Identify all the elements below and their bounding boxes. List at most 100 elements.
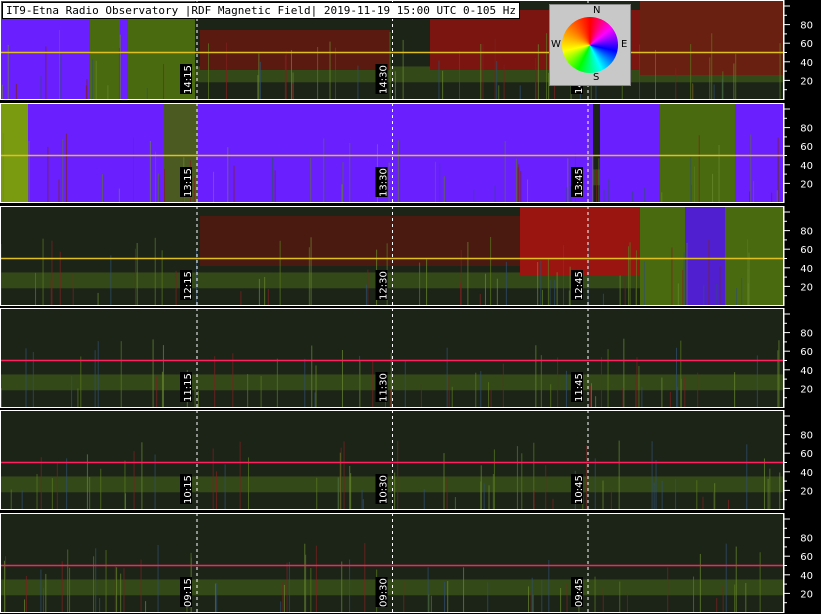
- time-label: 09:30: [379, 578, 390, 607]
- time-label-bg: [180, 372, 192, 402]
- axis-tick-label: 60: [800, 39, 813, 50]
- low-band: [0, 579, 783, 596]
- time-label: 11:45: [574, 373, 585, 402]
- signal-region: [120, 0, 128, 100]
- time-label: 13:45: [574, 168, 585, 197]
- time-label-bg: [571, 474, 583, 504]
- axis-tick-label: 40: [800, 468, 813, 479]
- time-label: 11:30: [379, 373, 390, 402]
- time-label: 09:45: [574, 578, 585, 607]
- time-label: 10:45: [574, 475, 585, 504]
- time-label-bg: [180, 577, 192, 607]
- time-label: 10:30: [379, 475, 390, 504]
- signal-region: [198, 103, 593, 203]
- axis-tick-label: 20: [800, 76, 813, 87]
- axis-tick-label: 80: [800, 431, 813, 442]
- panel-background: [0, 513, 783, 613]
- signal-region: [200, 216, 520, 266]
- compass-south: S: [593, 72, 600, 83]
- time-label: 14:15: [183, 65, 194, 94]
- panel-border: [0, 308, 784, 408]
- time-label-bg: [375, 372, 388, 402]
- time-label-bg: [180, 167, 192, 197]
- axis-tick-label: 60: [800, 245, 813, 256]
- signal-region: [735, 103, 783, 203]
- signal-region: [660, 103, 735, 203]
- time-label-bg: [571, 372, 583, 402]
- panel-border: [0, 410, 784, 510]
- axis-panel: [783, 206, 821, 306]
- time-label-bg: [375, 474, 388, 504]
- axis-panel: [783, 0, 821, 100]
- axis-tick-label: 40: [800, 571, 813, 582]
- panel: 11:15 11:30 11:45 20 40 60 80: [0, 308, 821, 408]
- time-label-bg: [571, 270, 583, 300]
- signal-region: [0, 103, 28, 203]
- time-label-bg: [180, 270, 192, 300]
- axis-tick-label: 40: [800, 58, 813, 69]
- signal-region: [600, 103, 660, 203]
- time-label-bg: [375, 64, 388, 94]
- axis-tick-label: 40: [800, 366, 813, 377]
- signal-region: [28, 103, 163, 203]
- panel: 09:15 09:30 09:45 20 40 60 80: [0, 513, 821, 613]
- panel-background: [0, 410, 783, 510]
- axis-tick-label: 80: [800, 534, 813, 545]
- time-label: 13:15: [183, 168, 194, 197]
- axis-tick-label: 80: [800, 21, 813, 32]
- time-label-bg: [571, 577, 583, 607]
- time-label: 11:15: [183, 373, 194, 402]
- compass-north: N: [593, 5, 601, 16]
- time-label-bg: [180, 474, 192, 504]
- panel-border: [0, 513, 784, 613]
- panel: 13:15 13:30 13:45 20 40 60 80: [0, 103, 821, 203]
- axis-tick-label: 60: [800, 142, 813, 153]
- axis-tick-label: 20: [800, 486, 813, 497]
- time-label-bg: [375, 577, 388, 607]
- axis-panel: [783, 103, 821, 203]
- time-label-bg: [571, 167, 583, 197]
- time-label: 14:30: [379, 65, 390, 94]
- axis-panel: [783, 410, 821, 510]
- color-wheel: [562, 17, 618, 73]
- compass-east: E: [621, 39, 628, 50]
- time-label: 12:45: [574, 271, 585, 300]
- title: IT9-Etna Radio Observatory |RDF Magnetic…: [2, 2, 520, 19]
- time-label-bg: [375, 167, 388, 197]
- axis-tick-label: 20: [800, 282, 813, 293]
- axis-tick-label: 20: [800, 384, 813, 395]
- signal-region: [200, 30, 390, 70]
- panel-border: [0, 206, 784, 306]
- panel: 10:15 10:30 10:45 20 40 60 80: [0, 410, 821, 510]
- time-label: 10:15: [183, 475, 194, 504]
- axis-tick-label: 80: [800, 329, 813, 340]
- axis-tick-label: 80: [800, 124, 813, 135]
- axis-tick-label: 40: [800, 161, 813, 172]
- signal-region: [520, 206, 640, 276]
- time-label: 12:30: [379, 271, 390, 300]
- signal-region: [685, 206, 725, 306]
- axis-tick-label: 80: [800, 227, 813, 238]
- time-label: 13:30: [379, 168, 390, 197]
- axis-tick-label: 20: [800, 589, 813, 600]
- axis-tick-label: 60: [800, 449, 813, 460]
- time-label: 12:15: [183, 271, 194, 300]
- panel: 12:15 12:30 12:45 20 40 60 80: [0, 206, 821, 306]
- axis-panel: [783, 513, 821, 613]
- low-band: [0, 272, 783, 289]
- time-label-bg: [375, 270, 388, 300]
- axis-tick-label: 60: [800, 347, 813, 358]
- low-band: [0, 476, 783, 493]
- compass: N E S W: [549, 4, 631, 86]
- panel-border: [0, 0, 784, 100]
- axis-tick-label: 20: [800, 179, 813, 190]
- time-label: 09:15: [183, 578, 194, 607]
- panel-border: [0, 103, 784, 203]
- axis-panel: [783, 308, 821, 408]
- time-label-bg: [180, 64, 192, 94]
- compass-west: W: [551, 39, 561, 50]
- axis-tick-label: 40: [800, 264, 813, 275]
- axis-tick-label: 60: [800, 552, 813, 563]
